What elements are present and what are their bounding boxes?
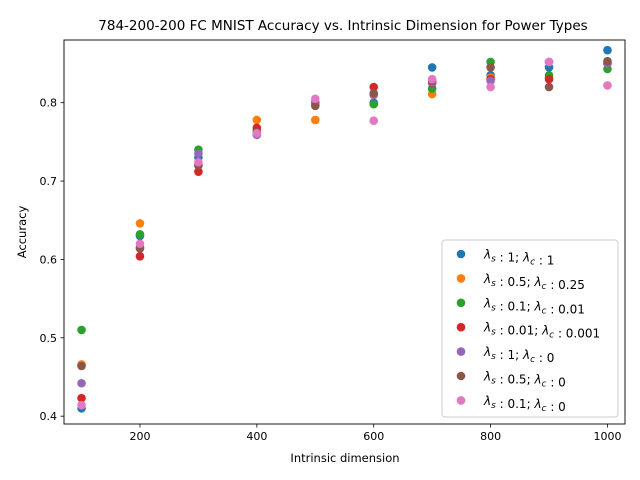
legend-marker <box>456 249 466 259</box>
y-axis-label: Accuracy <box>15 206 29 259</box>
data-point-series-6 <box>369 88 379 98</box>
y-tick-label: 0.4 <box>40 410 58 423</box>
data-point-series-7 <box>603 81 612 90</box>
legend: λs : 1; λc : 1 λs : 0.5; λc : 0.25 λs : 0.… <box>441 239 619 418</box>
x-tick-label: 400 <box>246 430 267 443</box>
data-point-series-4 <box>369 82 379 92</box>
x-tick-label: 1000 <box>593 430 621 443</box>
y-tick-label: 0.6 <box>40 253 58 266</box>
y-axis-ticks: 0.4 0.5 0.6 0.7 0.8 <box>40 97 64 423</box>
legend-marker <box>456 371 466 381</box>
data-point-series-3 <box>135 230 145 239</box>
data-point-series-7 <box>427 74 437 84</box>
legend-entry-label: λs : 0.5; λc : 0.25 <box>483 272 585 292</box>
data-point-series-2 <box>310 115 320 125</box>
data-points <box>77 45 612 413</box>
data-point-series-5 <box>194 149 203 158</box>
y-tick-label: 0.7 <box>40 175 58 188</box>
x-tick-label: 600 <box>363 430 384 443</box>
legend-marker <box>456 396 466 405</box>
data-point-series-6 <box>544 82 554 92</box>
data-point-series-7 <box>310 94 320 104</box>
data-point-series-4 <box>77 393 86 403</box>
legend-entry-label: λs : 0.1; λc : 0 <box>483 394 566 414</box>
legend-entry-label: λs : 0.5; λc : 0 <box>483 370 566 390</box>
x-axis-ticks: 200 400 600 800 1000 <box>129 424 621 443</box>
legend-marker <box>456 347 466 356</box>
legend-entry-label: λs : 0.01; λc : 0.001 <box>483 321 600 341</box>
data-point-series-6 <box>603 56 612 66</box>
data-point-series-6 <box>77 361 86 371</box>
data-point-series-7 <box>135 239 145 249</box>
x-tick-label: 200 <box>129 430 150 443</box>
data-point-series-4 <box>544 74 554 84</box>
data-point-series-2 <box>252 115 262 125</box>
legend-entry-label: λs : 0.1; λc : 0.01 <box>483 296 585 316</box>
x-axis-label: Intrinsic dimension <box>290 451 399 465</box>
plot-area-frame <box>63 39 626 425</box>
data-point-series-7 <box>77 400 86 410</box>
data-point-series-6 <box>310 101 320 111</box>
data-point-series-4 <box>135 251 145 261</box>
data-point-series-7 <box>369 116 379 126</box>
legend-marker <box>456 322 466 332</box>
data-point-series-5 <box>77 378 86 388</box>
x-tick-label: 800 <box>480 430 501 443</box>
data-point-series-2 <box>135 219 145 228</box>
y-tick-label: 0.8 <box>40 97 58 110</box>
data-point-series-6 <box>486 63 495 72</box>
legend-entry-label: λs : 1; λc : 1 <box>483 248 554 268</box>
data-point-series-7 <box>194 157 203 167</box>
data-point-series-3 <box>369 99 379 109</box>
data-point-series-1 <box>427 63 437 72</box>
legend-entry-label: λs : 1; λc : 0 <box>483 345 554 365</box>
legend-marker <box>456 298 466 308</box>
data-point-series-4 <box>194 167 203 176</box>
legend-marker <box>456 274 466 283</box>
data-point-series-3 <box>77 325 86 335</box>
data-point-series-7 <box>486 82 495 92</box>
legend-box <box>441 239 619 418</box>
data-point-series-5 <box>486 76 495 86</box>
data-point-series-1 <box>603 45 612 55</box>
y-tick-label: 0.5 <box>40 332 58 345</box>
chart-title: 784-200-200 FC MNIST Accuracy vs. Intrin… <box>98 18 587 34</box>
data-point-series-7 <box>252 128 262 138</box>
data-point-series-7 <box>544 57 554 67</box>
